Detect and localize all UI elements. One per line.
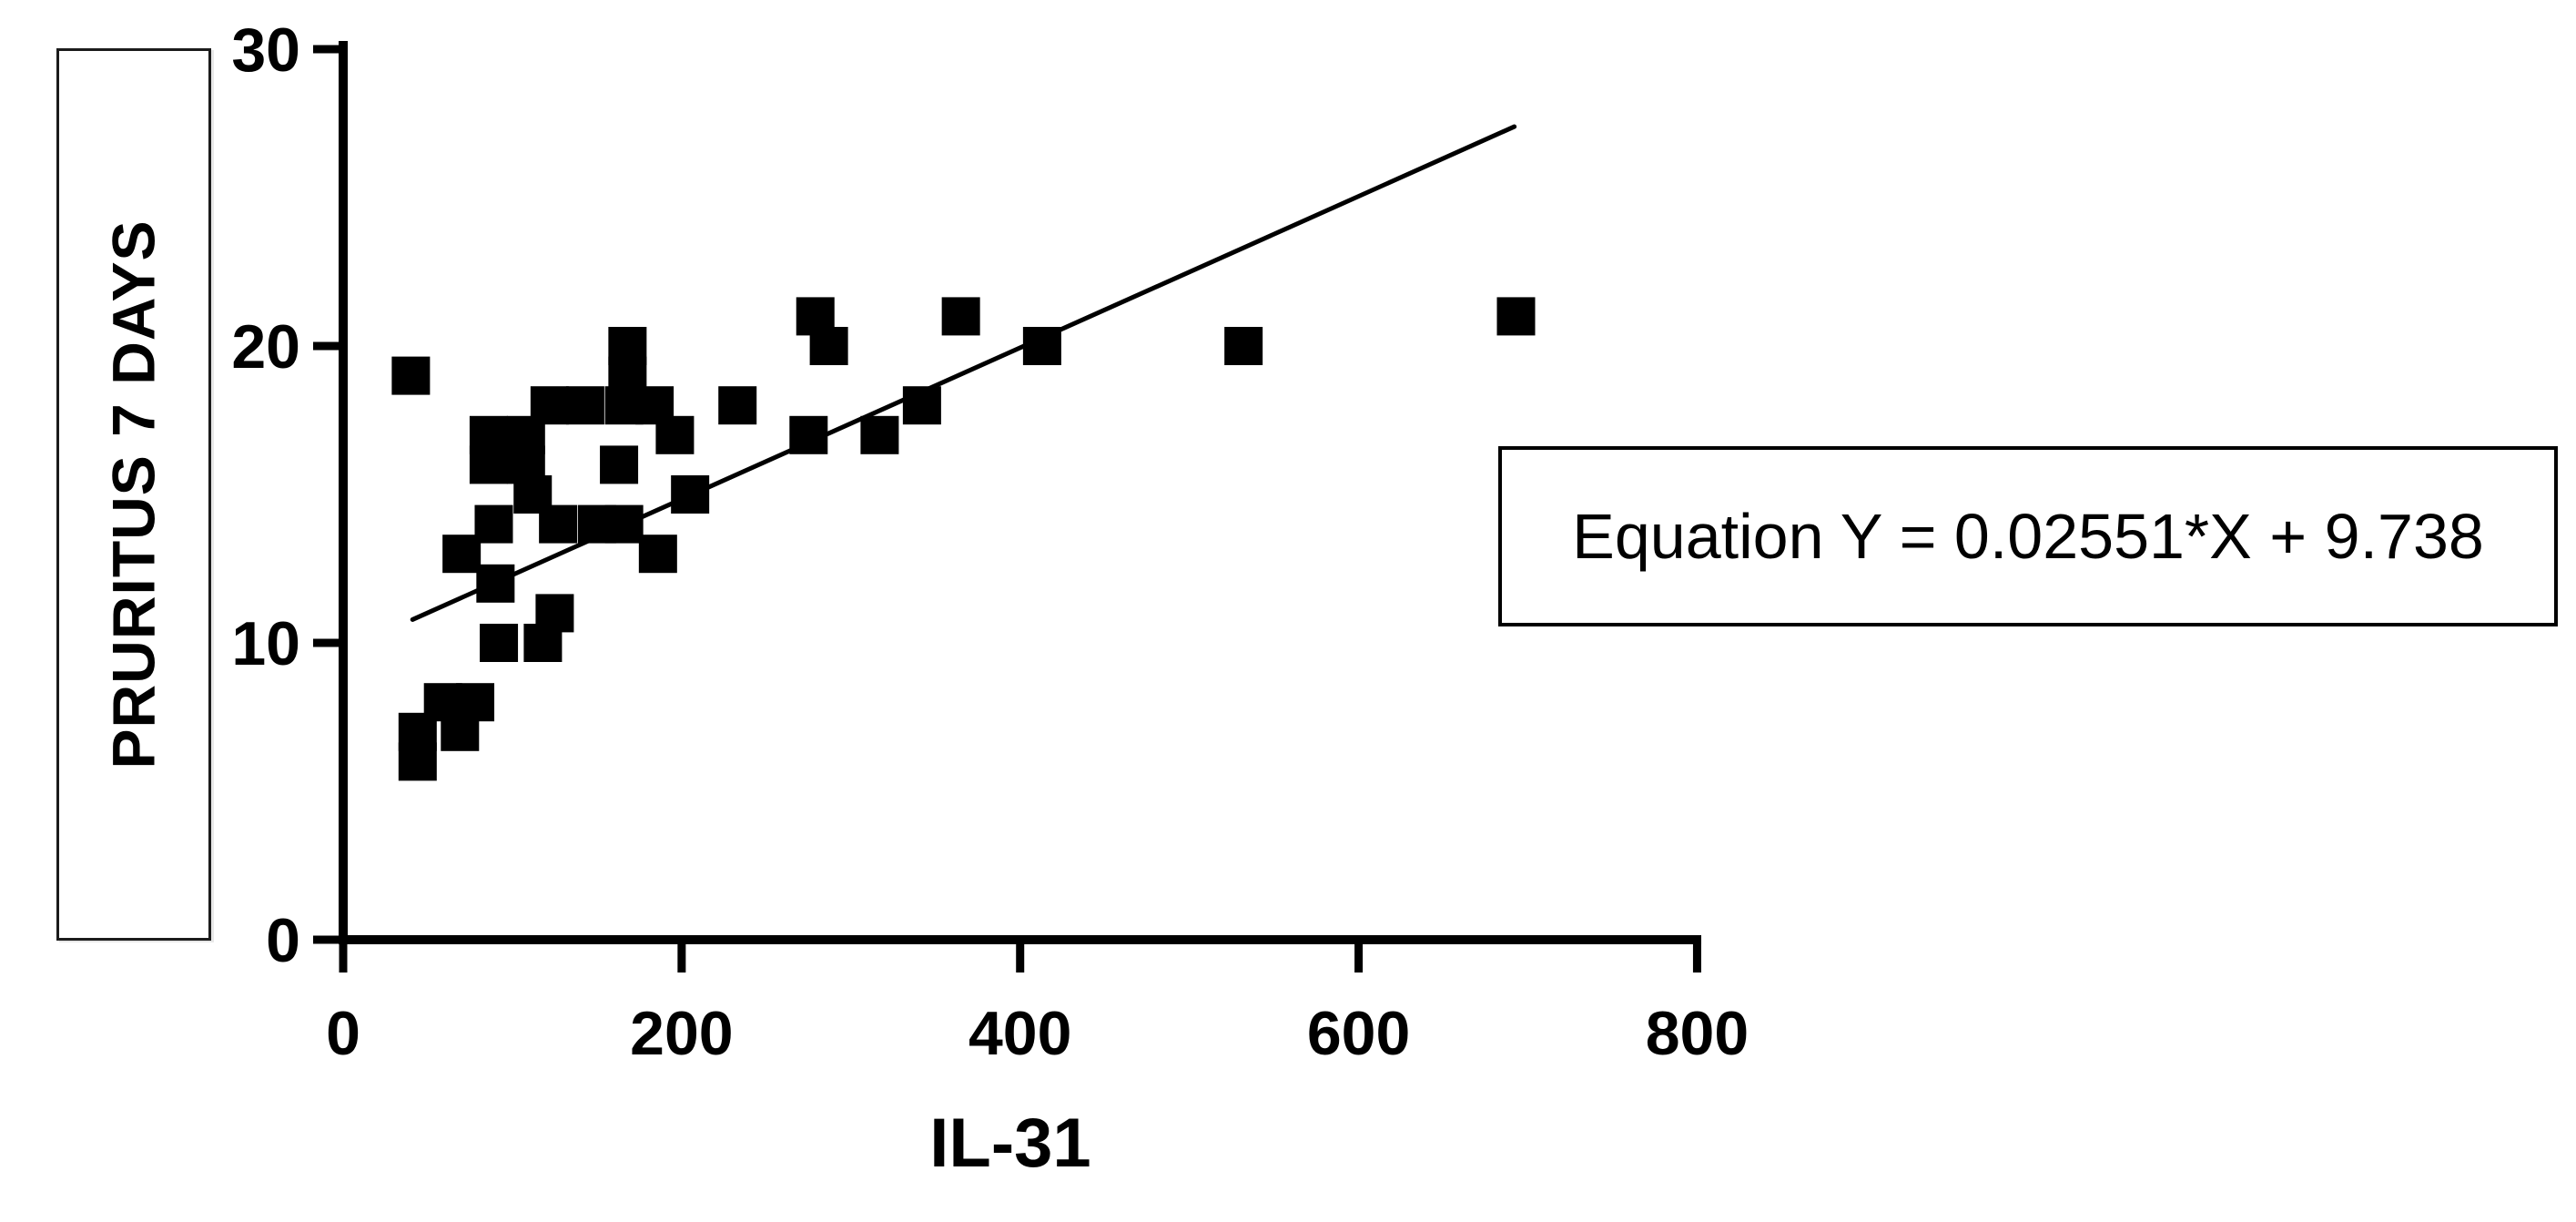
x-tick-mark <box>677 944 686 973</box>
scatter-point <box>1224 327 1263 365</box>
x-tick-mark <box>339 944 348 973</box>
scatter-point <box>718 386 757 425</box>
scatter-point <box>474 504 513 544</box>
x-tick-label: 800 <box>1646 999 1749 1068</box>
scatter-point <box>442 535 482 574</box>
y-axis-line <box>339 41 348 944</box>
scatter-point <box>539 504 578 544</box>
y-tick-label: 10 <box>231 609 300 678</box>
y-tick-mark <box>313 935 339 944</box>
scatter-point <box>535 594 574 633</box>
x-tick-mark <box>1354 944 1364 973</box>
scatter-point <box>565 386 604 425</box>
y-axis-title-box: PRURITUS 7 DAYS <box>56 48 211 941</box>
scatter-point <box>530 386 569 425</box>
x-tick-label: 0 <box>326 999 360 1068</box>
regression-line <box>410 124 1517 622</box>
scatter-point <box>655 415 695 454</box>
scatter-point <box>391 356 431 395</box>
scatter-point <box>860 415 899 454</box>
x-tick-mark <box>1692 944 1701 973</box>
y-axis-title: PRURITUS 7 DAYS <box>100 219 168 769</box>
scatter-point <box>638 535 677 574</box>
equation-box: Equation Y = 0.02551*X + 9.738 <box>1498 446 2558 626</box>
scatter-point <box>608 327 647 365</box>
y-tick-label: 0 <box>266 906 300 975</box>
x-tick-label: 200 <box>630 999 733 1068</box>
scatter-point <box>809 327 848 365</box>
y-tick-mark <box>313 45 339 54</box>
y-tick-label: 30 <box>231 15 300 85</box>
scatter-point <box>941 297 980 336</box>
x-tick-label: 400 <box>969 999 1071 1068</box>
x-axis-line <box>339 935 1701 944</box>
y-tick-mark <box>313 638 339 647</box>
scatter-point <box>600 445 639 484</box>
y-tick-mark <box>313 341 339 351</box>
y-tick-label: 20 <box>231 312 300 382</box>
x-tick-label: 600 <box>1307 999 1410 1068</box>
scatter-point <box>469 415 508 454</box>
scatter-point <box>480 624 519 662</box>
scatter-point <box>1496 297 1536 336</box>
x-axis-title: IL-31 <box>929 1105 1091 1182</box>
scatter-point <box>456 683 495 722</box>
x-tick-mark <box>1016 944 1025 973</box>
equation-text: Equation Y = 0.02551*X + 9.738 <box>1572 501 2484 572</box>
